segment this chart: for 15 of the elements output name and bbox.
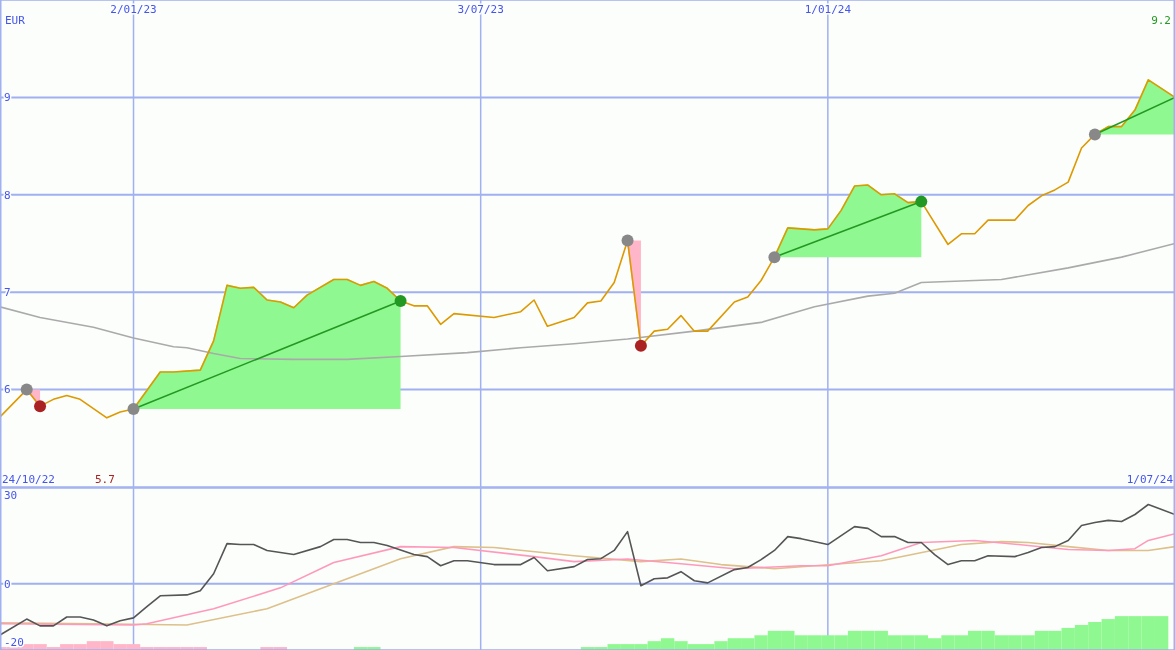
y-tick-label: -20 — [4, 636, 24, 650]
annotation: 1/07/24 — [1126, 473, 1174, 486]
y-tick-label: 8 — [4, 188, 11, 202]
x-tick-label: 1/01/24 — [804, 3, 852, 16]
y-tick-label: 7 — [4, 286, 11, 300]
y-tick-label: 6 — [4, 383, 11, 397]
y-tick-label: 0 — [4, 577, 11, 591]
x-tick-label: 3/07/23 — [457, 3, 504, 16]
annotation: 24/10/22 — [2, 473, 55, 486]
y-axis-title: EUR — [5, 14, 26, 27]
annotation: 5.7 — [95, 473, 115, 486]
y-tick-label: 9 — [4, 91, 11, 105]
y-tick-label: 30 — [4, 489, 18, 503]
annotation: 9.2 — [1151, 14, 1171, 27]
x-tick-label: 2/01/23 — [110, 3, 157, 16]
